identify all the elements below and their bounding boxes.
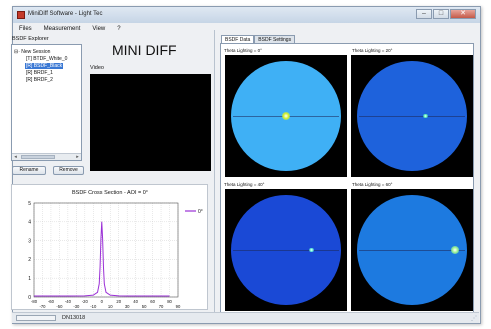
chart-x-tick-label: -40 bbox=[65, 299, 72, 304]
app-icon bbox=[17, 11, 25, 19]
close-button[interactable]: ✕ bbox=[450, 9, 476, 19]
specular-peak bbox=[308, 247, 314, 253]
chart-x-tick-label: 90 bbox=[176, 304, 181, 309]
chart-axes bbox=[33, 202, 179, 298]
view-label-3: Theta Lighting = 60° bbox=[352, 182, 393, 187]
window-controls: – □ ✕ bbox=[416, 9, 476, 19]
chart-x-tick-label: -80 bbox=[31, 299, 38, 304]
tree-node-measurement[interactable]: [R] BRDF_2 bbox=[26, 77, 53, 83]
minimize-button[interactable]: – bbox=[416, 9, 432, 19]
specular-peak bbox=[422, 113, 428, 119]
chart-x-tick-label: -50 bbox=[56, 304, 63, 309]
brand-title: MINI DIFF bbox=[112, 42, 177, 58]
chart-y-tick-label: 4 bbox=[28, 220, 31, 226]
chart-y-tick-label: 3 bbox=[28, 238, 31, 244]
chart-x-tick-label: 60 bbox=[150, 299, 155, 304]
session-tree[interactable]: ⊟· New Session [T] BTDF_White_0 [R] BSDF… bbox=[11, 44, 82, 161]
tab-strip: BSDF Data BSDF Settings bbox=[221, 35, 296, 44]
remove-button[interactable]: Remove bbox=[53, 166, 84, 175]
chart-plot-frame bbox=[33, 202, 179, 298]
chart-x-tick-label: 30 bbox=[125, 304, 130, 309]
cross-section-chart: BSDF Cross Section - AOI = 0° 0 1 2 3 4 5 -80-… bbox=[11, 184, 208, 310]
maximize-button[interactable]: □ bbox=[433, 9, 449, 19]
menu-help[interactable]: ? bbox=[117, 25, 121, 32]
scroll-left-icon[interactable]: ◂ bbox=[14, 154, 17, 160]
bsdf-view-theta-40 bbox=[225, 189, 347, 311]
chart-series bbox=[34, 221, 170, 297]
tab-bsdf-data[interactable]: BSDF Data bbox=[221, 35, 255, 44]
menu-view[interactable]: View bbox=[92, 25, 106, 32]
chart-y-tick-label: 5 bbox=[28, 201, 31, 207]
tree-node-measurement[interactable]: [R] BRDF_1 bbox=[26, 70, 53, 76]
chart-x-tick-label: -20 bbox=[82, 299, 89, 304]
chart-x-tick-label: -30 bbox=[73, 304, 80, 309]
window-title: MiniDiff Software - Light Tec bbox=[28, 11, 103, 17]
cross-section-line bbox=[359, 116, 465, 117]
chart-x-tick-label: -10 bbox=[90, 304, 97, 309]
chart-title: BSDF Cross Section - AOI = 0° bbox=[72, 190, 148, 196]
chart-x-tick-label: 80 bbox=[167, 299, 172, 304]
chart-x-tick-label: 50 bbox=[142, 304, 147, 309]
chart-legend-label: 0° bbox=[198, 209, 203, 215]
specular-peak bbox=[281, 111, 291, 121]
panel-splitter[interactable] bbox=[214, 30, 215, 312]
chart-grid bbox=[33, 202, 179, 298]
scroll-right-icon[interactable]: ▸ bbox=[76, 154, 79, 160]
chart-x-tick-label: 20 bbox=[116, 299, 121, 304]
explorer-label: BSDF Explorer bbox=[12, 36, 49, 42]
chart-svg: BSDF Cross Section - AOI = 0° 012345-80-… bbox=[28, 190, 203, 309]
video-label: Video bbox=[90, 65, 104, 71]
tree-node-measurement-selected[interactable]: [R] BSDF_Black bbox=[25, 63, 64, 69]
tree-horizontal-scrollbar[interactable]: ◂ ▸ bbox=[12, 153, 81, 160]
tree-node-measurement[interactable]: [T] BTDF_White_0 bbox=[26, 56, 68, 62]
cross-section-line bbox=[233, 250, 339, 251]
view-label-0: Theta Lighting = 0° bbox=[224, 48, 262, 53]
cross-section-line bbox=[359, 250, 465, 251]
bsdf-view-theta-60 bbox=[351, 189, 473, 311]
tree-node-session[interactable]: ⊟· New Session bbox=[14, 49, 51, 55]
bsdf-view-theta-0 bbox=[225, 55, 347, 177]
tab-bsdf-settings[interactable]: BSDF Settings bbox=[254, 35, 296, 44]
video-feed bbox=[90, 74, 211, 171]
chart-x-tick-label: 10 bbox=[108, 304, 113, 309]
chart-y-tick-label: 0 bbox=[28, 295, 31, 301]
chart-x-tick-label: -70 bbox=[39, 304, 46, 309]
specular-peak bbox=[451, 246, 459, 254]
scrollbar-thumb[interactable] bbox=[21, 155, 55, 159]
chart-x-tick-label: 70 bbox=[159, 304, 164, 309]
chart-x-tick-label: 40 bbox=[133, 299, 138, 304]
rename-button[interactable]: Rename bbox=[12, 166, 46, 175]
chart-x-tick-label: 0 bbox=[101, 299, 104, 304]
view-label-1: Theta Lighting = 20° bbox=[352, 48, 393, 53]
menu-bar: Files Measurement View ? bbox=[13, 23, 480, 34]
bsdf-view-theta-20 bbox=[351, 55, 473, 177]
chart-y-tick-label: 1 bbox=[28, 276, 31, 282]
menu-files[interactable]: Files bbox=[19, 25, 32, 32]
chart-x-tick-label: -60 bbox=[48, 299, 55, 304]
title-bar[interactable]: MiniDiff Software - Light Tec – □ ✕ bbox=[13, 7, 480, 23]
menu-measurement[interactable]: Measurement bbox=[43, 25, 81, 32]
chart-y-tick-label: 2 bbox=[28, 257, 31, 263]
view-label-2: Theta Lighting = 40° bbox=[224, 182, 265, 187]
chart-legend: 0° bbox=[185, 209, 203, 215]
chart-series-line bbox=[34, 221, 170, 297]
